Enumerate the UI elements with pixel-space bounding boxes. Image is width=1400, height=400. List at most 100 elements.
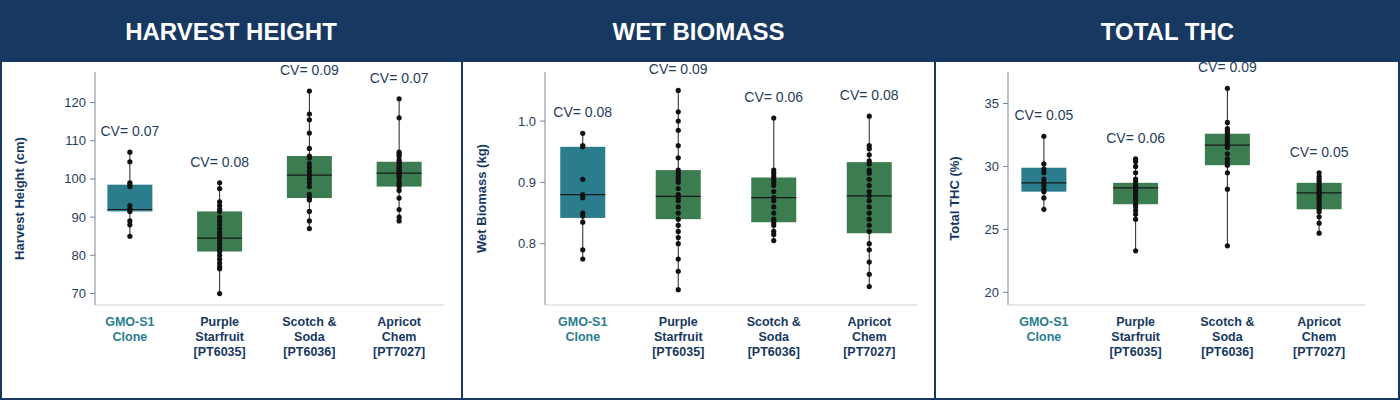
- panel-title: HARVEST HEIGHT: [125, 18, 337, 45]
- y-tick: [90, 217, 95, 218]
- x-tick-label: ApricotChem[PT7027]: [373, 315, 425, 359]
- y-tick: [1003, 229, 1008, 230]
- data-point: [771, 115, 776, 120]
- y-tick: [90, 140, 95, 141]
- data-point: [307, 197, 312, 202]
- x-tick-label-line: Purple: [200, 315, 239, 329]
- header-band: [935, 0, 1400, 62]
- data-point: [867, 114, 872, 119]
- data-point: [127, 184, 132, 189]
- y-tick-label: 80: [72, 248, 86, 263]
- data-point: [676, 155, 681, 160]
- cv-annotation: CV= 0.07: [100, 123, 159, 139]
- data-point: [771, 204, 776, 209]
- x-tick-label-line: Apricot: [377, 315, 422, 329]
- y-tick-label: 70: [72, 286, 86, 301]
- data-point: [676, 204, 681, 209]
- x-tick-label: PurpleStarfruit[PT6035]: [1110, 315, 1162, 359]
- data-point: [1133, 164, 1138, 169]
- x-tick-label-line: Starfruit: [195, 330, 244, 344]
- data-point: [580, 131, 585, 136]
- cv-annotation: CV= 0.08: [190, 154, 249, 170]
- cv-annotation: CV= 0.09: [649, 61, 708, 77]
- data-point: [867, 217, 872, 222]
- data-point: [127, 150, 132, 155]
- data-point: [1317, 231, 1322, 236]
- x-tick-label: GMO-S1Clone: [105, 315, 154, 344]
- data-point: [867, 223, 872, 228]
- box: [1021, 168, 1066, 192]
- data-point: [676, 256, 681, 261]
- y-tick-label: 30: [985, 159, 999, 174]
- cv-annotation: CV= 0.09: [1198, 59, 1257, 75]
- y-tick-label: 25: [985, 222, 999, 237]
- y-tick: [1003, 292, 1008, 293]
- y-tick: [90, 178, 95, 179]
- x-tick-label-line: Starfruit: [1111, 330, 1160, 344]
- data-point: [867, 247, 872, 252]
- data-point: [217, 186, 222, 191]
- data-point: [867, 198, 872, 203]
- data-point: [771, 198, 776, 203]
- cv-annotation: CV= 0.09: [280, 62, 339, 78]
- data-point: [1317, 221, 1322, 226]
- x-tick-label-line: Purple: [1116, 315, 1155, 329]
- data-point: [217, 266, 222, 271]
- data-point: [127, 209, 132, 214]
- x-tick-label-line: Soda: [294, 330, 326, 344]
- x-tick-label: GMO-S1Clone: [558, 315, 607, 344]
- x-tick-label-line: Clone: [1027, 330, 1062, 344]
- chart-canvas: HARVEST HEIGHT708090100110120Harvest Hei…: [0, 0, 1400, 400]
- x-tick-label-line: GMO-S1: [1019, 315, 1068, 329]
- box: [377, 162, 422, 187]
- x-tick-label-line: Scotch &: [282, 315, 336, 329]
- x-tick-label: ApricotChem[PT7027]: [1293, 315, 1345, 359]
- data-point: [1041, 189, 1046, 194]
- y-tick: [90, 293, 95, 294]
- data-point: [580, 213, 585, 218]
- data-point: [1133, 217, 1138, 222]
- data-point: [1133, 170, 1138, 175]
- data-point: [676, 186, 681, 191]
- x-tick-label-line: [PT6035]: [194, 345, 246, 359]
- data-point: [307, 117, 312, 122]
- data-point: [676, 128, 681, 133]
- x-tick-label: Scotch &Soda[PT6036]: [747, 315, 801, 359]
- data-point: [867, 193, 872, 198]
- x-tick-label-line: Chem: [852, 330, 887, 344]
- data-point: [1225, 187, 1230, 192]
- data-point: [1225, 151, 1230, 156]
- y-tick-label: 110: [65, 133, 86, 148]
- data-point: [867, 272, 872, 277]
- data-point: [307, 88, 312, 93]
- data-point: [1041, 207, 1046, 212]
- data-point: [676, 198, 681, 203]
- data-point: [307, 146, 312, 151]
- x-tick-label-line: [PT6036]: [283, 345, 335, 359]
- y-axis-label: Wet Biomass (kg): [474, 144, 489, 253]
- x-tick-label-line: Soda: [1212, 330, 1244, 344]
- data-point: [217, 180, 222, 185]
- data-point: [676, 180, 681, 185]
- marks: [107, 88, 421, 296]
- data-point: [867, 229, 872, 234]
- y-tick-label: 0.9: [518, 175, 536, 190]
- panel: HARVEST HEIGHT708090100110120Harvest Hei…: [0, 0, 462, 359]
- data-point: [867, 284, 872, 289]
- x-tick-label-line: Clone: [113, 330, 148, 344]
- y-tick: [90, 102, 95, 103]
- y-tick: [1003, 166, 1008, 167]
- x-axis-line: [545, 305, 917, 306]
- x-tick-label-line: Scotch &: [1200, 315, 1254, 329]
- x-tick-label-line: Purple: [659, 315, 698, 329]
- box: [1113, 183, 1158, 204]
- data-point: [127, 222, 132, 227]
- data-point: [1225, 170, 1230, 175]
- whisker-low: [1227, 165, 1228, 246]
- data-point: [397, 96, 402, 101]
- data-point: [867, 259, 872, 264]
- data-point: [1041, 134, 1046, 139]
- data-point: [307, 209, 312, 214]
- x-tick-label-line: GMO-S1: [558, 315, 607, 329]
- x-tick-label-line: Chem: [382, 330, 417, 344]
